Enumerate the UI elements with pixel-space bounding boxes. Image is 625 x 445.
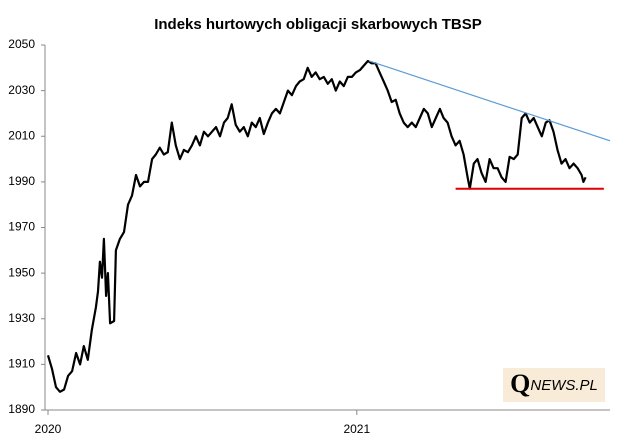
x-tick-label: 2021 <box>343 422 370 436</box>
y-tick-label: 2050 <box>8 37 35 51</box>
chart-title: Indeks hurtowych obligacji skarbowych TB… <box>154 16 482 33</box>
y-tick-label: 2010 <box>8 128 35 142</box>
y-tick-label: 1970 <box>8 220 35 234</box>
watermark-rest: NEWS.PL <box>530 377 598 394</box>
y-tick-label: 1910 <box>8 357 35 371</box>
x-tick-label: 2020 <box>35 422 62 436</box>
y-tick-label: 1890 <box>8 402 35 416</box>
watermark: QNEWS.PL <box>510 369 598 398</box>
y-tick-label: 2030 <box>8 83 35 97</box>
trend-line <box>368 60 611 142</box>
y-tick-label: 1930 <box>8 311 35 325</box>
y-tick-label: 1950 <box>8 265 35 279</box>
watermark-initial: Q <box>510 369 530 398</box>
watermark-box <box>503 368 605 402</box>
y-tick-label: 1990 <box>8 174 35 188</box>
data-line <box>46 59 587 393</box>
